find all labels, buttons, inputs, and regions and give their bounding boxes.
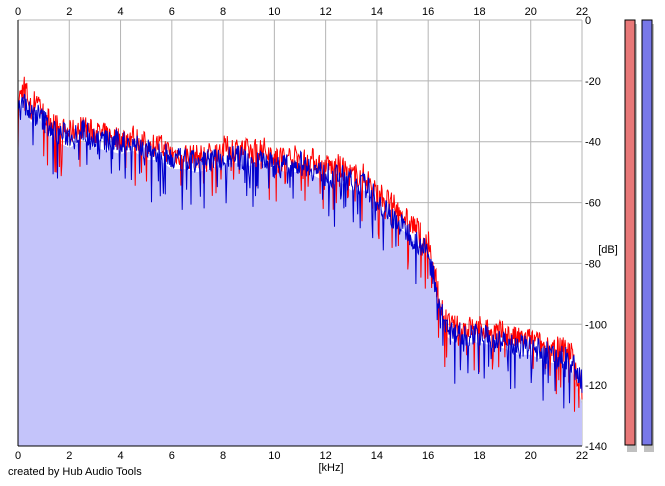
y-tick-label: -80	[585, 258, 601, 270]
level-meter-1	[624, 19, 636, 446]
x-tick-label-bottom: 16	[422, 450, 434, 462]
credit-text: created by Hub Audio Tools	[8, 466, 142, 478]
y-tick-label: 0	[585, 15, 591, 27]
x-tick-label-bottom: 18	[473, 450, 485, 462]
y-axis-label: [dB]	[598, 244, 618, 256]
x-tick-label-top: 12	[320, 6, 332, 18]
x-tick-label-top: 14	[371, 6, 383, 18]
level-meter-2	[641, 19, 653, 446]
x-tick-label-top: 10	[268, 6, 280, 18]
x-tick-label-top: 6	[169, 6, 175, 18]
y-tick-label: -140	[585, 441, 607, 453]
x-axis-label: [kHz]	[318, 462, 343, 474]
y-tick-label: -40	[585, 137, 601, 149]
x-tick-label-bottom: 6	[169, 450, 175, 462]
x-tick-label-bottom: 0	[15, 450, 21, 462]
y-tick-label: -60	[585, 198, 601, 210]
series-layer	[17, 76, 583, 446]
x-tick-label-bottom: 20	[525, 450, 537, 462]
x-tick-label-top: 18	[473, 6, 485, 18]
axes-layer: 002244668810101212141416161818202022220-…	[15, 6, 607, 462]
x-tick-label-top: 0	[15, 6, 21, 18]
x-tick-label-bottom: 8	[220, 450, 226, 462]
x-tick-label-bottom: 2	[66, 450, 72, 462]
level-meters	[624, 19, 654, 452]
x-tick-label-top: 20	[525, 6, 537, 18]
x-tick-label-bottom: 22	[576, 450, 588, 462]
x-tick-label-top: 4	[117, 6, 123, 18]
x-tick-label-bottom: 10	[268, 450, 280, 462]
x-tick-label-top: 22	[576, 6, 588, 18]
x-tick-label-bottom: 4	[117, 450, 123, 462]
x-tick-label-bottom: 14	[371, 450, 383, 462]
y-tick-label: -100	[585, 319, 607, 331]
y-tick-label: -120	[585, 380, 607, 392]
x-tick-label-top: 8	[220, 6, 226, 18]
series-line-2	[17, 93, 583, 409]
x-tick-label-top: 16	[422, 6, 434, 18]
spectrum-area	[18, 100, 582, 446]
x-tick-label-top: 2	[66, 6, 72, 18]
x-tick-label-bottom: 12	[320, 450, 332, 462]
y-tick-label: -20	[585, 76, 601, 88]
